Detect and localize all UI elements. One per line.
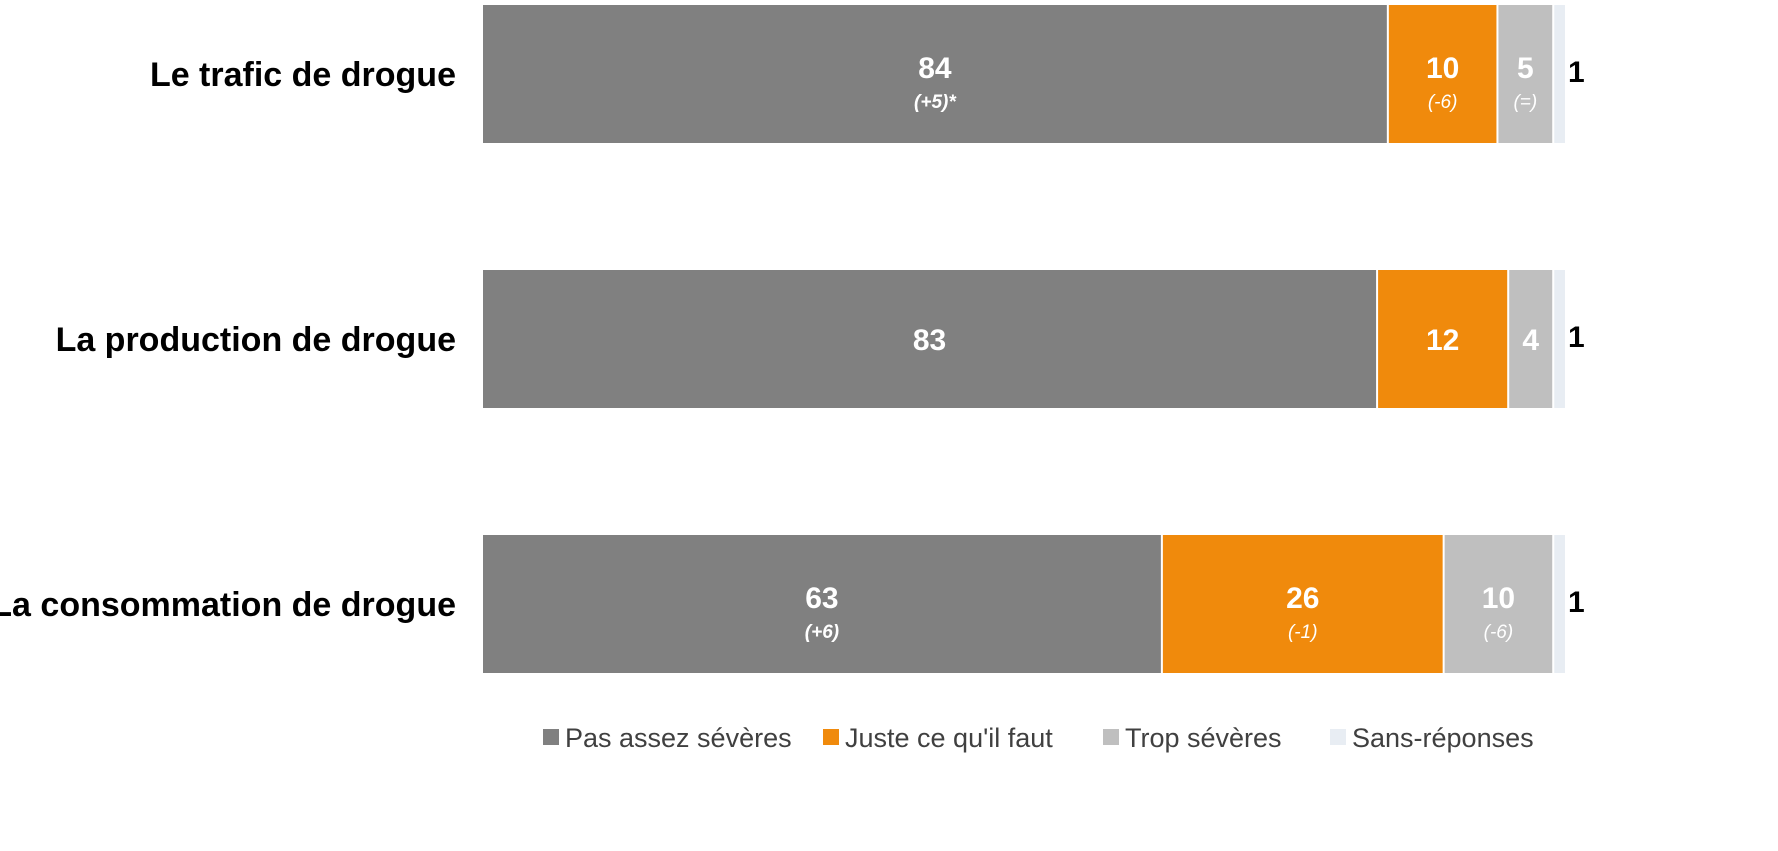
bar-segment <box>1378 270 1508 408</box>
change-label: (-6) <box>1484 622 1514 643</box>
data-label: 26 <box>1286 582 1319 615</box>
bar-segment <box>1444 535 1553 673</box>
bar-segment <box>1509 270 1553 408</box>
change-label: (-1) <box>1288 622 1318 643</box>
legend-label: Trop sévères <box>1125 723 1282 753</box>
bar-segment <box>1554 270 1565 408</box>
bar-segment <box>483 5 1387 143</box>
data-label: 1 <box>1568 56 1585 89</box>
legend-label: Juste ce qu'il faut <box>845 723 1053 753</box>
legend-swatch <box>1330 729 1346 745</box>
bar-segment <box>1498 5 1553 143</box>
data-label: 12 <box>1426 324 1459 357</box>
bar-segment <box>483 535 1161 673</box>
category-label: La consommation de drogue <box>0 586 456 624</box>
data-label: 10 <box>1426 52 1459 85</box>
bar-segment <box>1162 535 1443 673</box>
category-label: Le trafic de drogue <box>150 56 456 94</box>
legend-label: Pas assez sévères <box>565 723 792 753</box>
bars-group: Le trafic de drogue 84 (+5)* 10 (-6) 5 (=) 1 La … <box>0 5 1585 673</box>
data-label: 84 <box>918 52 952 85</box>
change-label: (+6) <box>805 622 839 643</box>
data-label: 1 <box>1568 321 1585 354</box>
bar-segment <box>483 270 1377 408</box>
legend-label: Sans-réponses <box>1352 723 1534 753</box>
data-label: 10 <box>1482 582 1515 615</box>
legend: Pas assez sévères Juste ce qu'il faut Trop… <box>543 723 1534 753</box>
change-label: (=) <box>1513 92 1537 113</box>
bar-segment <box>1554 5 1565 143</box>
legend-swatch <box>543 729 559 745</box>
data-label: 63 <box>805 582 838 615</box>
data-label: 5 <box>1517 52 1534 85</box>
data-label: 4 <box>1522 324 1539 357</box>
change-label: (-6) <box>1428 92 1458 113</box>
legend-swatch <box>823 729 839 745</box>
data-label: 1 <box>1568 586 1585 619</box>
bar-segment <box>1554 535 1565 673</box>
data-label: 83 <box>913 324 946 357</box>
category-label: La production de drogue <box>56 321 456 359</box>
bar-segment <box>1388 5 1497 143</box>
legend-swatch <box>1103 729 1119 745</box>
change-label: (+5)* <box>914 92 957 113</box>
